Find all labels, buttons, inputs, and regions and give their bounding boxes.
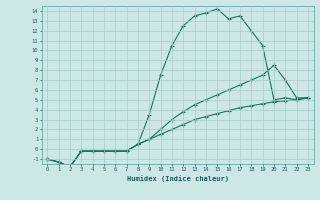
X-axis label: Humidex (Indice chaleur): Humidex (Indice chaleur) (127, 175, 228, 182)
